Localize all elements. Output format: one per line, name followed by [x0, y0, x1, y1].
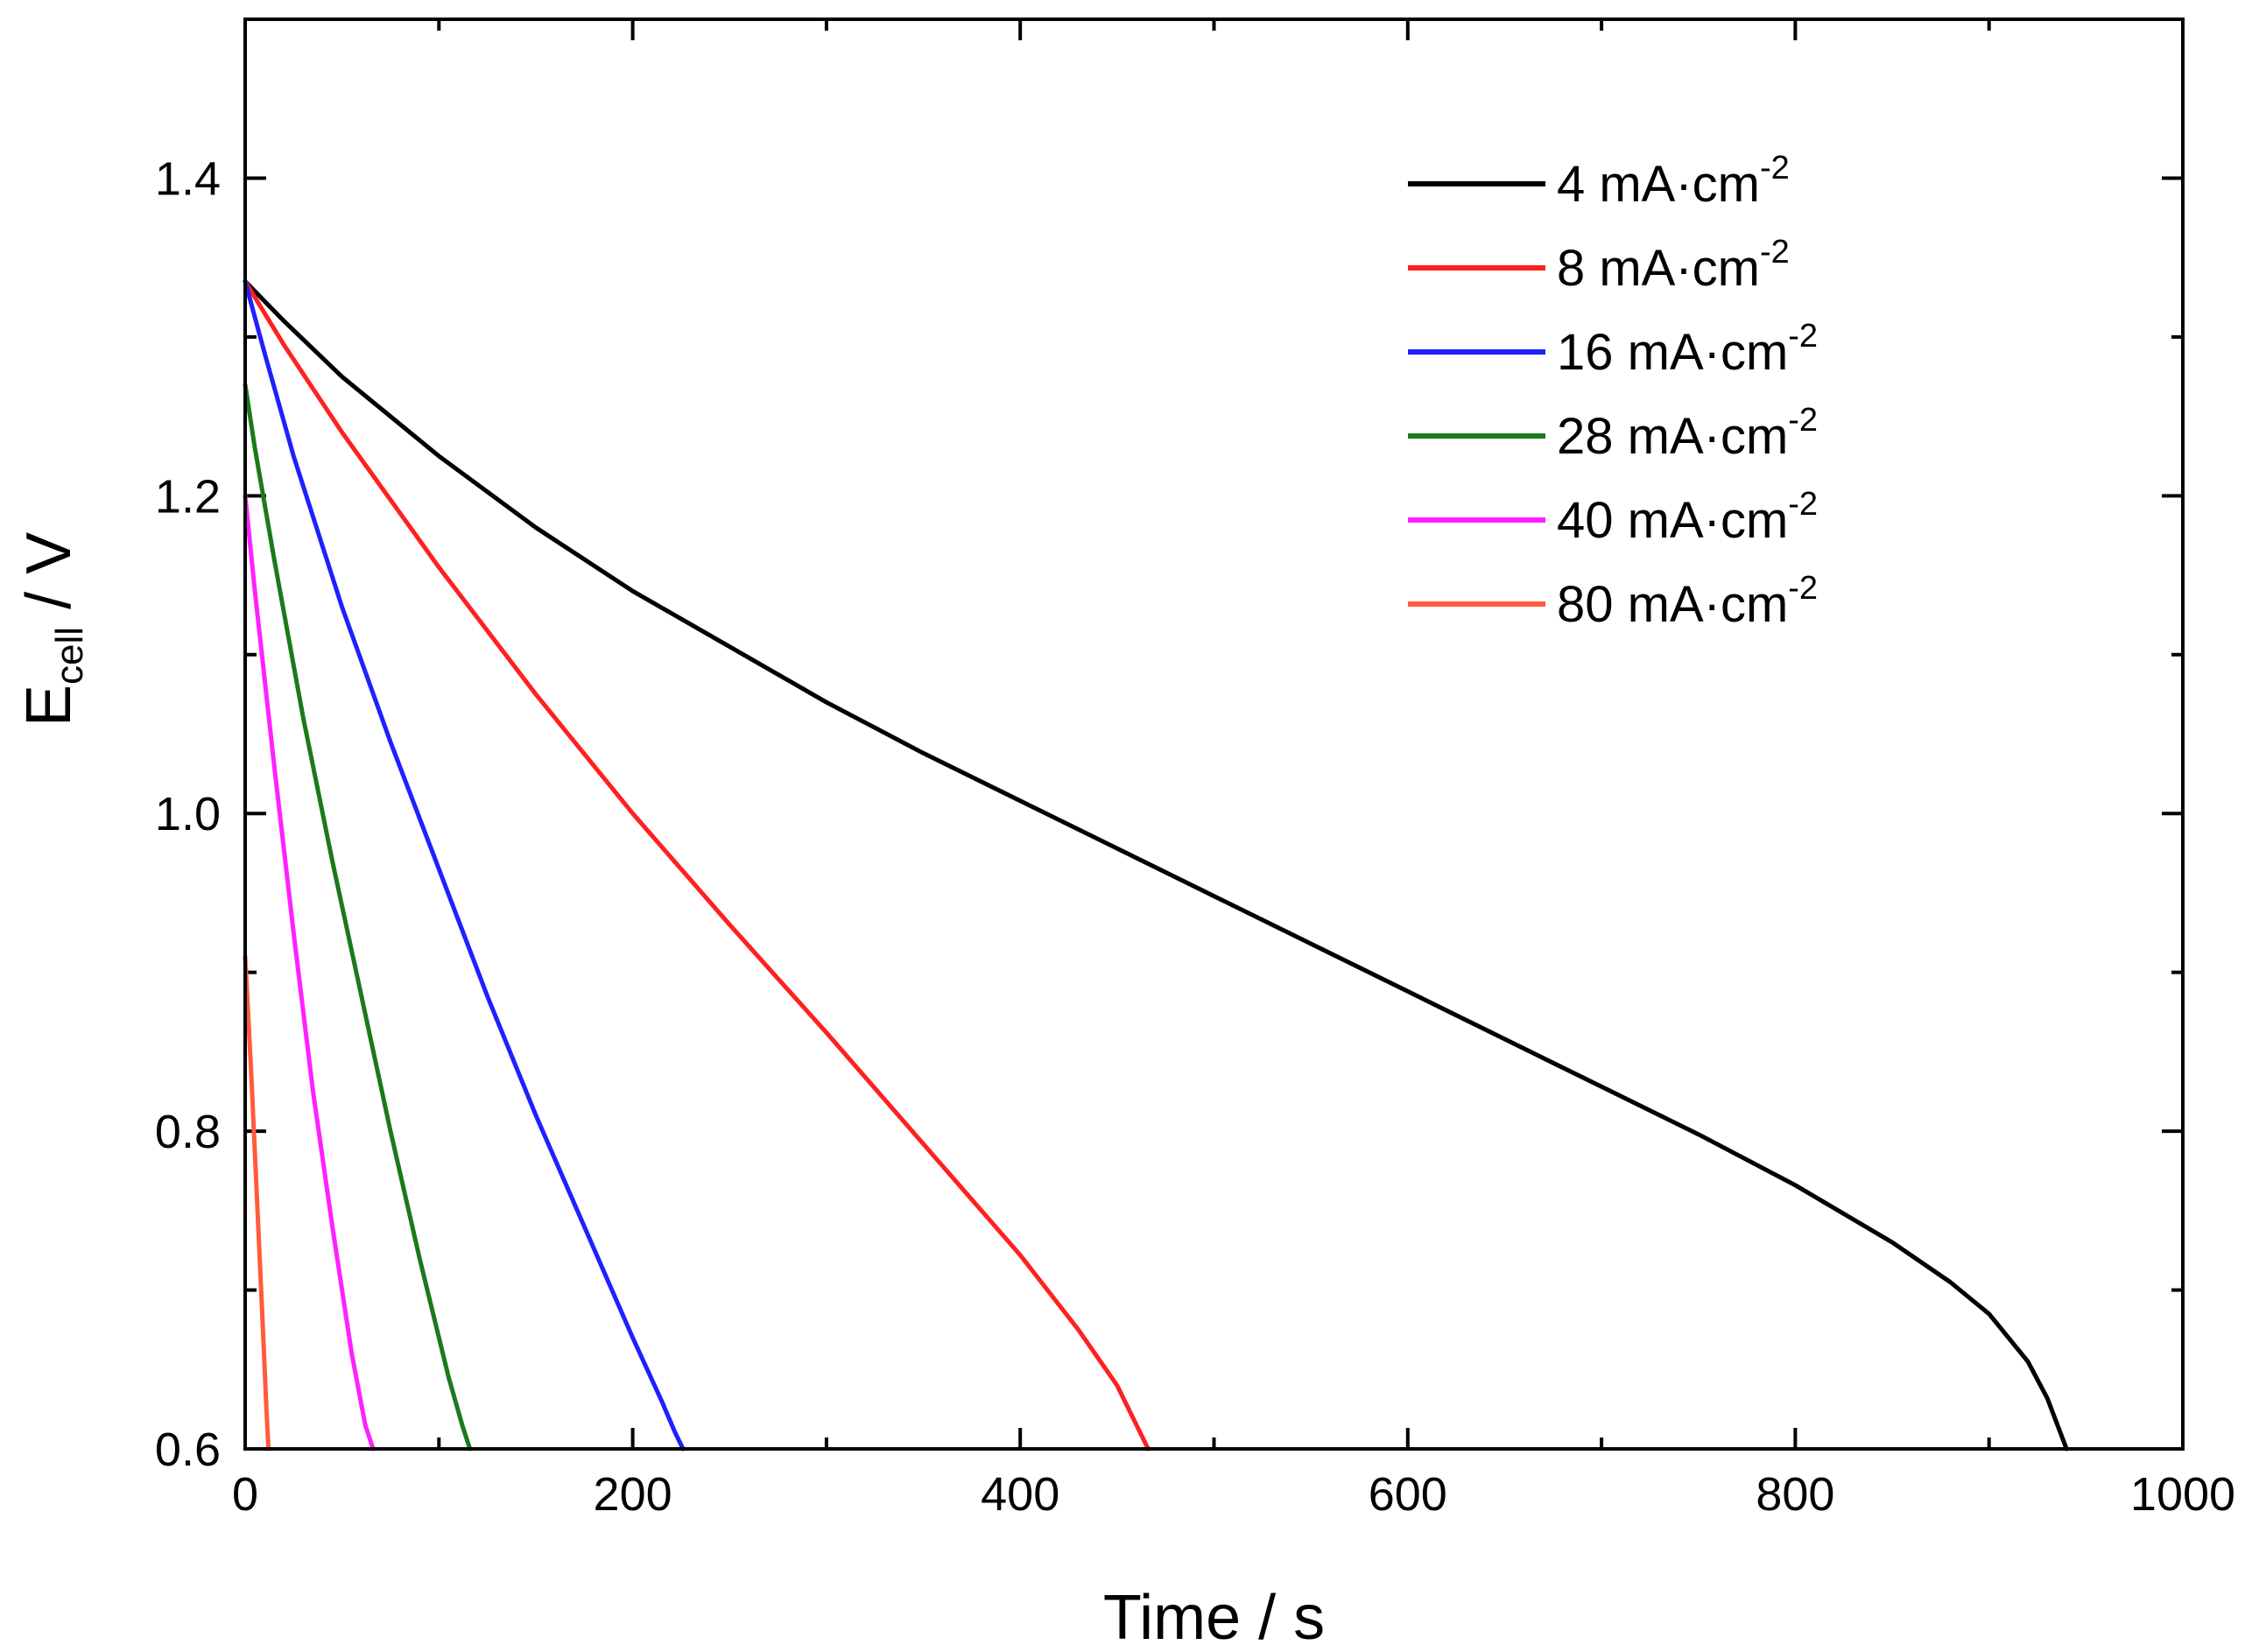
y-axis-title-unit: / V — [14, 532, 84, 627]
x-tick-label: 400 — [981, 1468, 1059, 1521]
legend-label: 28 mA·cm-2 — [1557, 402, 1818, 465]
y-tick-label: 0.6 — [155, 1424, 221, 1476]
y-axis-title-sub: cell — [48, 627, 91, 685]
y-tick-label: 1.2 — [155, 470, 221, 523]
tick-labels: 0 200 400 600 800 1000 0.6 0.8 1.0 1.2 1.4 — [155, 152, 2235, 1521]
y-axis-title: Ecell / V — [14, 532, 91, 727]
series-line — [243, 954, 271, 1452]
x-axis-title: Time / s — [1103, 1583, 1325, 1652]
legend-label: 40 mA·cm-2 — [1557, 486, 1818, 549]
series-line — [243, 278, 2069, 1452]
legend-label: 16 mA·cm-2 — [1557, 318, 1818, 381]
x-tick-label: 800 — [1756, 1468, 1834, 1521]
x-tick-label: 1000 — [2130, 1468, 2235, 1521]
x-tick-label: 0 — [232, 1468, 258, 1521]
y-tick-label: 1.4 — [155, 152, 221, 205]
x-tick-label: 200 — [594, 1468, 672, 1521]
y-tick-label: 1.0 — [155, 788, 221, 840]
legend-label: 80 mA·cm-2 — [1557, 570, 1818, 633]
legend: 4 mA·cm-2 8 mA·cm-2 16 mA·cm-2 28 mA·cm-2 40… — [1408, 150, 1818, 633]
axis-ticks — [243, 18, 2185, 1451]
series-lines — [243, 278, 2069, 1452]
legend-label: 8 mA·cm-2 — [1557, 234, 1790, 297]
plot-frame — [243, 18, 2185, 1451]
y-axis-title-main: E — [14, 685, 84, 727]
series-line — [243, 382, 473, 1452]
series-line — [243, 278, 1151, 1452]
x-tick-label: 600 — [1369, 1468, 1447, 1521]
series-line — [243, 493, 376, 1452]
legend-label: 4 mA·cm-2 — [1557, 150, 1790, 213]
y-tick-label: 0.8 — [155, 1106, 221, 1158]
series-line — [243, 278, 686, 1452]
